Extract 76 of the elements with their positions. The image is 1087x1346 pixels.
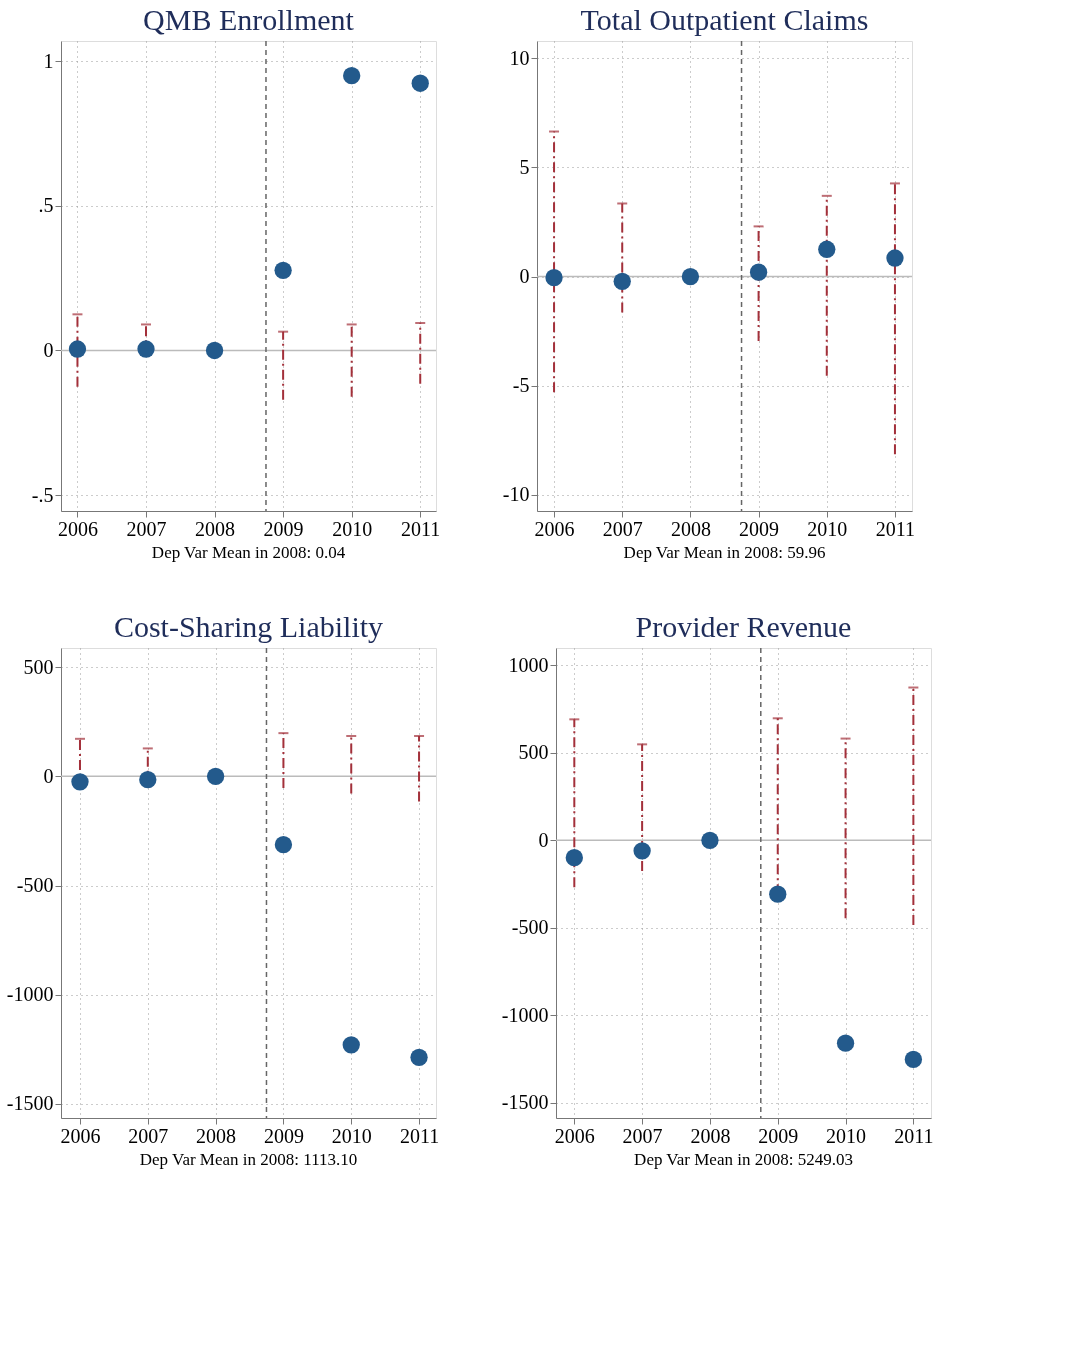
y-tick-label: -1000 xyxy=(501,1003,549,1026)
x-tick-label: 2007 xyxy=(126,517,167,540)
point xyxy=(410,1048,428,1066)
x-tick-label: 2009 xyxy=(758,1124,799,1147)
text: Dep Var Mean in 2008: 59.96 xyxy=(623,543,826,562)
y-tick-label: 0 xyxy=(519,265,530,288)
point xyxy=(613,272,631,290)
y-tick-label: 1000 xyxy=(508,653,549,676)
point xyxy=(71,773,89,791)
y-tick-label: 5 xyxy=(519,156,530,178)
x-tick-label: 2011 xyxy=(399,1124,440,1147)
chart-title: Total Outpatient Claims xyxy=(580,3,869,37)
point xyxy=(904,1050,923,1069)
point xyxy=(681,267,700,286)
x-tick-label: 2006 xyxy=(554,1124,595,1147)
x-tick-label: 2011 xyxy=(875,517,916,540)
y-tick-label: .5 xyxy=(38,194,54,217)
y-tick-label: 0 xyxy=(43,338,54,361)
y-tick-label: 500 xyxy=(518,741,549,764)
point xyxy=(749,263,768,281)
x-tick-label: 2007 xyxy=(128,1124,169,1147)
point xyxy=(137,340,155,358)
y-tick-label: -500 xyxy=(511,916,549,939)
y-tick-label: -10 xyxy=(502,483,530,506)
x-tick-label: 2009 xyxy=(739,517,780,540)
point xyxy=(411,74,429,92)
point xyxy=(836,1034,855,1052)
chart-title: Provider Revenue xyxy=(635,610,852,644)
y-tick-label: 1 xyxy=(43,49,54,72)
point xyxy=(68,340,87,358)
text: Dep Var Mean in 2008: 5249.03 xyxy=(634,1150,853,1169)
point xyxy=(769,885,787,903)
y-tick-label: -1500 xyxy=(6,1092,54,1115)
point xyxy=(205,341,224,360)
point xyxy=(633,842,651,860)
x-tick-label: 2011 xyxy=(894,1124,934,1147)
point xyxy=(886,249,904,267)
x-tick-label: 2010 xyxy=(331,1124,372,1147)
point xyxy=(274,836,293,854)
x-tick-label: 2006 xyxy=(60,1124,101,1147)
point xyxy=(565,849,583,867)
point xyxy=(701,831,719,849)
text: Dep Var Mean in 2008: 0.04 xyxy=(151,543,346,562)
x-tick-label: 2007 xyxy=(602,517,643,540)
y-tick-label: 500 xyxy=(23,655,54,678)
x-tick-label: 2011 xyxy=(401,517,441,540)
x-tick-label: 2007 xyxy=(622,1124,663,1147)
y-tick-label: -1500 xyxy=(501,1091,549,1114)
point xyxy=(545,268,563,287)
point xyxy=(343,67,361,85)
chart-title: QMB Enrollment xyxy=(143,3,355,37)
x-tick-label: 2006 xyxy=(534,517,575,540)
y-tick-label: 0 xyxy=(538,828,549,851)
y-tick-label: 0 xyxy=(43,764,54,787)
point xyxy=(139,770,157,789)
point xyxy=(274,261,292,279)
x-tick-label: 2008 xyxy=(196,1124,237,1147)
x-tick-label: 2008 xyxy=(690,1124,731,1147)
x-tick-label: 2006 xyxy=(57,517,98,540)
x-tick-label: 2008 xyxy=(195,517,236,540)
text: Dep Var Mean in 2008: 1113.10 xyxy=(139,1150,358,1169)
y-tick-label: 10 xyxy=(509,46,530,69)
point xyxy=(818,240,836,258)
y-tick-label: -.5 xyxy=(31,483,54,506)
x-tick-label: 2010 xyxy=(826,1124,867,1147)
x-tick-label: 2008 xyxy=(670,517,711,540)
y-tick-label: -500 xyxy=(16,874,54,897)
y-tick-label: -5 xyxy=(512,374,530,397)
x-tick-label: 2010 xyxy=(332,517,373,540)
x-tick-label: 2010 xyxy=(807,517,848,540)
point xyxy=(206,767,225,785)
point xyxy=(342,1036,360,1054)
x-tick-label: 2009 xyxy=(263,517,304,540)
y-tick-label: -1000 xyxy=(6,983,54,1006)
chart-title: Cost-Sharing Liability xyxy=(113,610,384,644)
x-tick-label: 2009 xyxy=(263,1124,304,1147)
